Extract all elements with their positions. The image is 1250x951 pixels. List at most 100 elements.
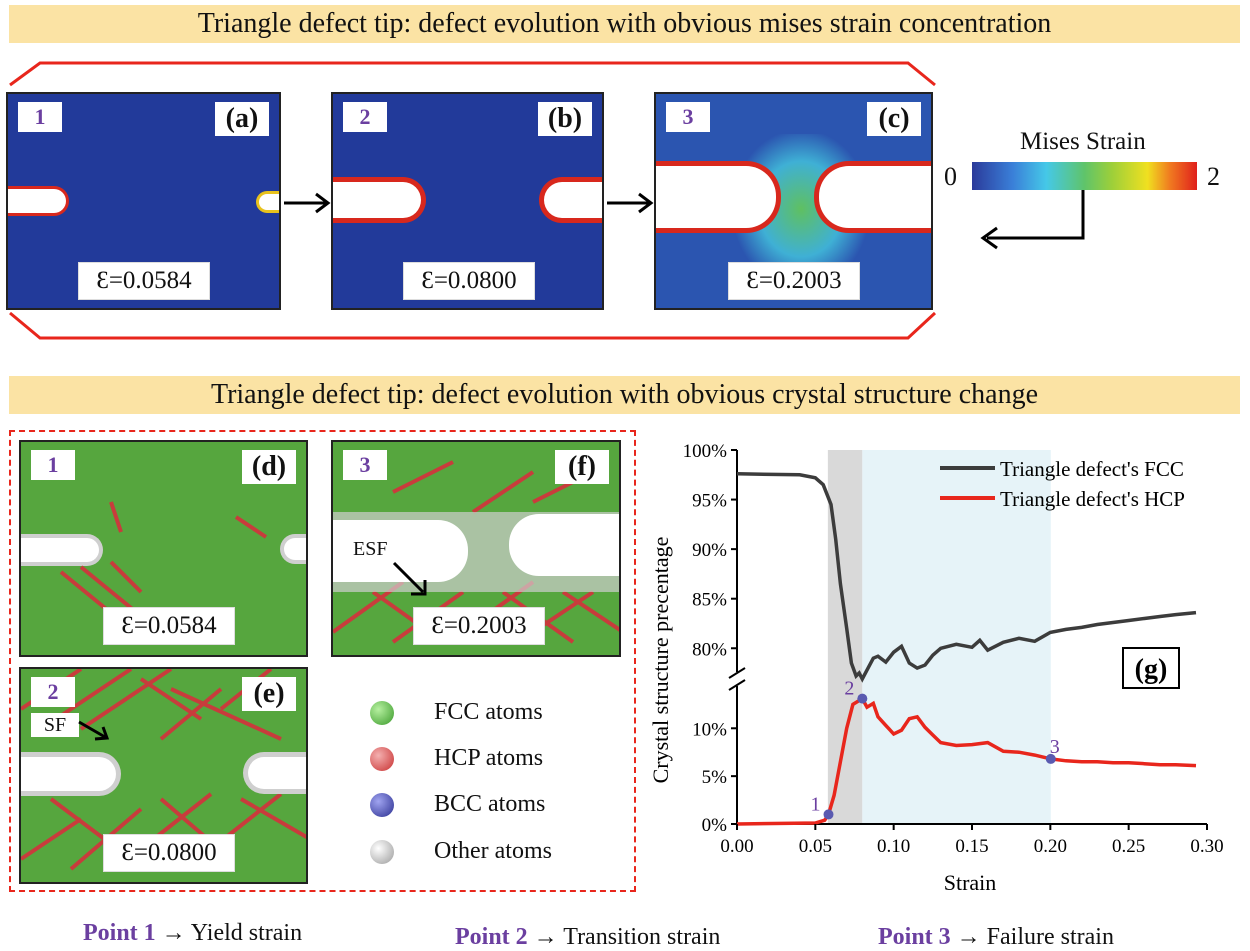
hcp-atom-icon	[370, 746, 394, 771]
y-tick-label: 100%	[683, 441, 728, 462]
panel-letter: (e)	[242, 677, 296, 711]
colorbar-min: 0	[944, 162, 957, 191]
fcc-atom-icon	[370, 700, 394, 725]
mises-bracket	[9, 61, 937, 340]
strain-label: Ɛ=0.0800	[403, 262, 535, 300]
point-label: Point 3	[878, 924, 951, 950]
panel-letter-box	[1122, 647, 1180, 689]
structure-chart: 1 2 3 0.00 0.05 0.10 0.15 0.20 0.25 0.30 80% 85% 90…	[648, 441, 1224, 895]
atomic-panel-e: 2 (e) SF Ɛ=0.0800	[19, 667, 308, 884]
bcc-atom-icon	[370, 792, 394, 817]
mises-panel-a: 1 (a) Ɛ=0.0584	[6, 92, 281, 310]
return-arrow-icon	[980, 190, 1085, 250]
crack-right	[259, 194, 279, 210]
marked-point	[857, 693, 868, 704]
arrow-right-icon	[607, 192, 654, 214]
crack-left	[21, 757, 116, 791]
fcc-series-line	[736, 472, 1197, 683]
x-tick-label: 0.05	[799, 836, 832, 857]
panel-letter: (b)	[538, 102, 592, 136]
panel-letter: (c)	[867, 102, 921, 136]
panel-letter: (d)	[242, 450, 296, 484]
y-tick-label: 5%	[702, 767, 728, 788]
marked-point-label: 3	[1050, 736, 1060, 758]
esf-annotation: ESF	[353, 538, 388, 560]
crack-left	[333, 520, 468, 582]
colorbar-max: 2	[1207, 162, 1220, 191]
crack-left	[8, 189, 66, 213]
legend-other: Other atoms	[370, 838, 552, 865]
x-tick-label: 0.25	[1112, 836, 1145, 857]
sf-annotation: SF	[31, 713, 79, 737]
legend-label: Other atoms	[434, 838, 552, 864]
crack-left	[333, 182, 421, 218]
legend-label: FCC atoms	[434, 699, 543, 725]
marked-point-label: 2	[844, 678, 854, 700]
panel-letter: (a)	[215, 102, 269, 136]
strain-label: Ɛ=0.0584	[78, 262, 210, 300]
legend-hcp-label: Triangle defect's HCP	[1000, 487, 1185, 511]
crack-left	[656, 166, 776, 228]
mises-section-title: Triangle defect tip: defect evolution wi…	[9, 5, 1240, 43]
crack-right	[819, 166, 931, 228]
marked-point-label: 1	[810, 793, 820, 815]
x-tick-label: 0.10	[877, 836, 910, 857]
colorbar	[972, 162, 1197, 190]
colorbar-title: Mises Strain	[1020, 128, 1146, 155]
legend-label: BCC atoms	[434, 791, 546, 817]
other-atom-icon	[370, 839, 394, 864]
structure-section-title: Triangle defect tip: defect evolution wi…	[9, 376, 1240, 414]
x-tick-label: 0.15	[955, 836, 988, 857]
crack-right	[248, 757, 306, 789]
strain-label: Ɛ=0.2003	[413, 607, 545, 645]
legend-hcp: HCP atoms	[370, 745, 543, 772]
y-tick-label: 0%	[702, 815, 728, 836]
x-axis-label: Strain	[944, 870, 997, 895]
legend-bcc: BCC atoms	[370, 791, 545, 818]
crack-left	[21, 538, 99, 562]
legend-label: HCP atoms	[434, 745, 544, 771]
atomic-panel-f: 3 (f) ESF Ɛ=0.2003	[331, 440, 621, 657]
legend-fcc-entry: Triangle defect's FCC	[940, 457, 1184, 481]
arrow-icon	[78, 720, 110, 741]
y-tick-label: 85%	[692, 590, 727, 611]
hcp-series-line	[736, 696, 1197, 826]
x-tick-label: 0.00	[720, 836, 753, 857]
panel-number: 3	[666, 102, 710, 132]
point-desc: Failure strain	[986, 924, 1114, 950]
x-tick-label: 0.30	[1190, 836, 1223, 857]
arrow-right-icon	[284, 192, 331, 214]
crack-right	[509, 514, 619, 576]
y-tick-label: 95%	[692, 491, 727, 512]
caption-point-2: Point 2 → Transition strain	[455, 924, 721, 950]
panel-number: 1	[18, 102, 62, 132]
legend-hcp-entry: Triangle defect's HCP	[940, 487, 1185, 511]
crack-right	[544, 182, 602, 218]
point-desc: Yield strain	[190, 920, 303, 946]
axis-break-mark	[728, 679, 746, 691]
panel-number: 2	[343, 102, 387, 132]
panel-number: 1	[31, 450, 75, 480]
legend-fcc: FCC atoms	[370, 699, 543, 726]
panel-letter: (g)	[1135, 654, 1168, 685]
crack-right	[284, 538, 306, 560]
atomic-panel-d: 1 (d) Ɛ=0.0584	[19, 440, 308, 657]
y-tick-label: 90%	[692, 540, 727, 561]
point-label: Point 1	[83, 920, 156, 946]
mises-panel-b: 2 (b) Ɛ=0.0800	[331, 92, 604, 310]
legend-fcc-label: Triangle defect's FCC	[1000, 457, 1184, 481]
point-desc: Transition strain	[563, 924, 721, 950]
axis-break-mark	[728, 667, 746, 679]
strain-label: Ɛ=0.2003	[728, 262, 860, 300]
panel-number: 2	[31, 677, 75, 707]
y-axis-label: Crystal structure precentage	[648, 537, 673, 784]
marked-point	[823, 809, 834, 820]
panel-number: 3	[343, 450, 387, 480]
marked-point	[1045, 753, 1056, 764]
strain-label: Ɛ=0.0800	[103, 834, 235, 872]
point-label: Point 2	[455, 924, 528, 950]
atomic-frame	[9, 430, 636, 892]
strain-label: Ɛ=0.0584	[103, 607, 235, 645]
x-tick-label: 0.20	[1034, 836, 1067, 857]
stacking-fault-lines	[21, 669, 306, 871]
